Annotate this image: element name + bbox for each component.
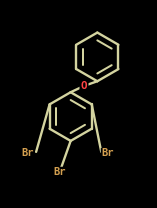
Text: Br: Br — [53, 167, 66, 177]
Text: Br: Br — [21, 149, 34, 158]
Text: Br: Br — [101, 149, 114, 158]
Text: O: O — [81, 81, 87, 91]
